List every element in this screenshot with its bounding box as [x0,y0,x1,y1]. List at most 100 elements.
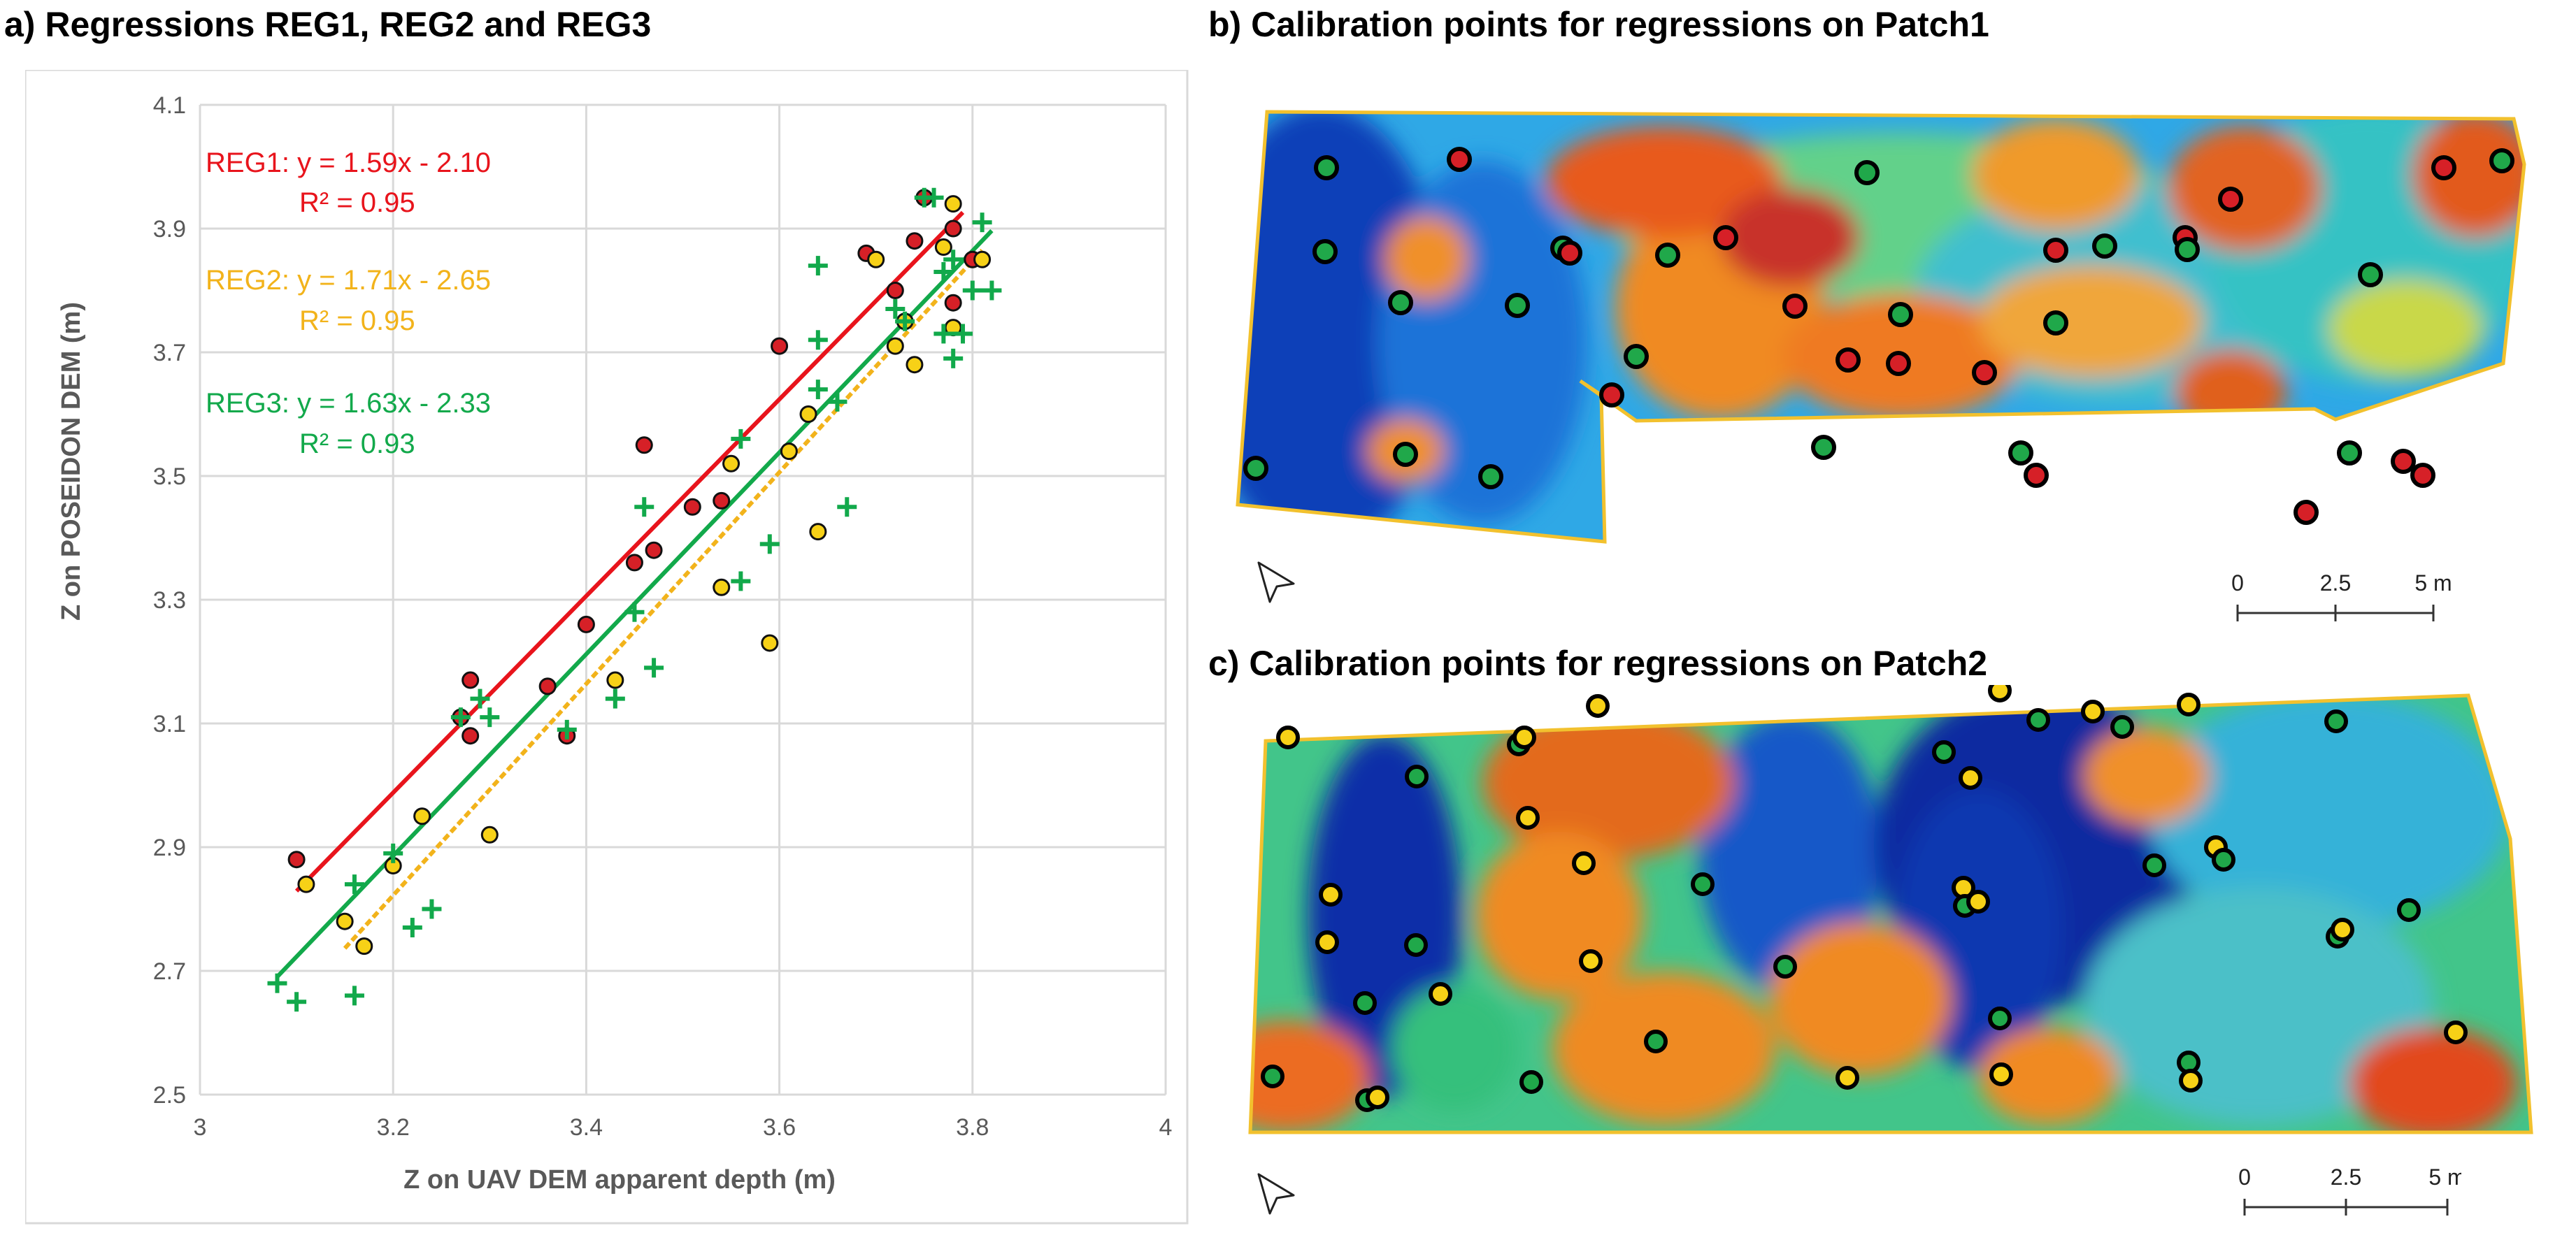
reg3-point [644,658,664,678]
x-tick-label: 4 [1159,1114,1173,1141]
reg1-line [294,210,965,893]
reg3-point [470,688,490,709]
reg3-point [759,534,780,554]
calibration-point [2043,310,2068,336]
calibration-point [2324,709,2348,733]
calibration-point [2358,262,2383,287]
reg3-point [837,497,857,517]
calibration-point [1353,991,1377,1015]
calibration-point [1393,442,1418,467]
chart-frame [25,70,1189,1225]
reg1-annotation: REG1: y = 1.59x - 2.10 R² = 0.95 [206,147,491,218]
reg3-point [402,918,422,938]
calibration-point [1243,456,1268,481]
reg2-point [713,578,731,596]
reg3-r2: R² = 0.93 [299,428,415,459]
y-tick-label: 4.1 [153,92,186,119]
calibration-point [2008,440,2033,466]
calibration-point [2489,148,2514,173]
reg2-point [973,250,992,268]
calibration-point [1988,685,2012,702]
calibration-point [1512,726,1536,749]
calibration-point [1557,240,1582,266]
x-axis-title: Z on UAV DEM apparent depth (m) [403,1165,836,1195]
calibration-point [1989,1062,2013,1086]
y-tick-label: 3.3 [153,587,186,614]
x-tick-label: 3.2 [377,1114,410,1141]
reg3-annotation: REG3: y = 1.63x - 2.33 R² = 0.93 [206,388,491,459]
calibration-point [1404,933,1428,957]
reg3-point [557,719,577,740]
reg1-point [771,337,789,355]
calibration-point [1966,890,1990,914]
reg1-point [461,727,480,745]
calibration-point [1888,302,1913,327]
patch2-scale-bar: 0 2.5 5 m [2238,1164,2461,1216]
calibration-point [2024,463,2049,488]
chart-grid [199,103,1167,1096]
scale-label-5: 5 m [2414,570,2452,596]
reg2-point [809,523,827,541]
reg3-point [885,299,906,319]
calibration-point [2175,237,2200,262]
reg3-point [287,992,307,1012]
calibration-point [1261,1065,1285,1088]
reg1-point [461,671,480,689]
calibration-point [1988,1007,2012,1030]
calibration-point [1836,347,1861,373]
calibration-point [1836,1066,1859,1090]
reg2-r2: R² = 0.95 [299,305,415,336]
reg2-point [297,875,315,893]
reg3-point [344,874,364,895]
y-tick-label: 3.9 [153,216,186,243]
calibration-point [1579,949,1603,973]
reg3-point [962,280,982,301]
reg2-point [886,337,904,355]
scale-label-0: 0 [2231,570,2244,596]
calibration-point [1886,351,1911,376]
patch2-map [1248,685,2533,1134]
reg2-point [799,405,817,423]
reg1-point [944,294,962,312]
patch1-points [1243,147,2514,525]
patch1-raster [1238,112,2524,542]
calibration-point [2444,1021,2468,1044]
calibration-point [2179,1069,2203,1093]
reg3-point [634,497,654,517]
reg2-point [761,634,779,652]
reg3-point [952,324,973,344]
reg2-point [606,671,624,689]
reg3-point [933,261,954,282]
reg3-point [480,707,500,728]
calibration-point [1366,1086,1389,1109]
calibration-point [1276,726,1300,749]
reg3-point [982,280,1002,301]
calibration-point [2410,463,2435,488]
regression-chart: 3 3.2 3.4 3.6 3.8 4 2.5 2.7 2.9 3.1 3.3 3.5 3.7 3.9 4.… [25,70,1189,1225]
reg3-point [808,380,828,400]
calibration-point [2294,500,2319,525]
reg2-point [480,825,499,844]
calibration-point [1319,883,1343,907]
reg2-point [722,454,740,473]
reg3-point [943,348,964,368]
calibration-point [2081,700,2105,723]
calibration-point [1388,290,1413,315]
patch1-scale-bar: 0 2.5 5 m [2231,570,2452,621]
calibration-point [2391,449,2416,474]
patch2-raster [1250,695,2531,1132]
calibration-point [1972,360,1997,385]
calibration-point [1405,765,1429,788]
calibration-point [1644,1030,1668,1053]
calibration-point [1624,344,1649,369]
north-arrow-icon [1257,561,1295,603]
calibration-point [1811,435,1836,460]
patch1-map [1236,110,2526,544]
patch1-outline [1236,110,2526,544]
patch2-points [1261,685,2468,1112]
reg2-point [336,912,354,930]
calibration-point [1572,851,1596,875]
patch2-outline [1248,693,2533,1134]
reg1-point [683,498,701,516]
reg2-annotation: REG2: y = 1.71x - 2.65 R² = 0.95 [206,265,491,336]
